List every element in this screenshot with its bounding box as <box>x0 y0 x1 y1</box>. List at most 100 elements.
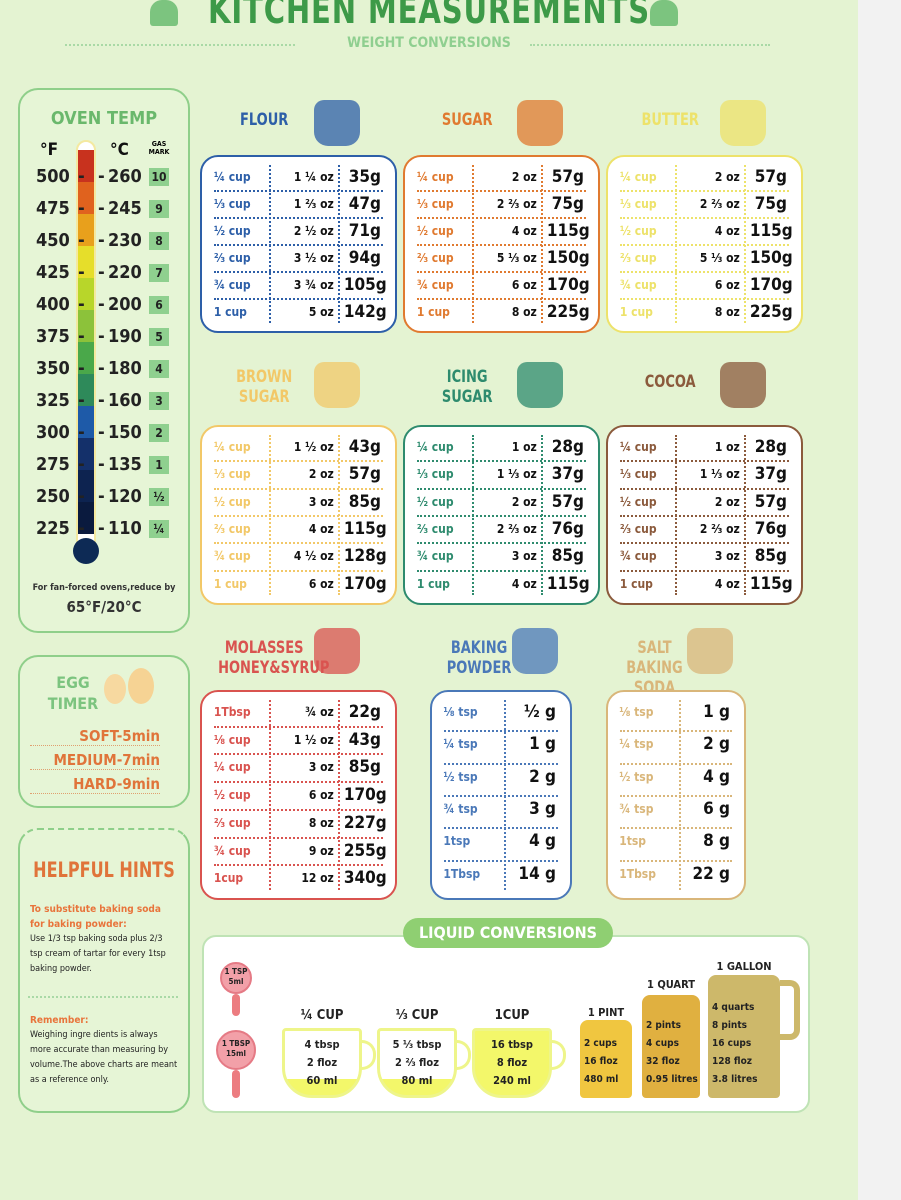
container-value: 128 floz <box>712 1056 752 1067</box>
table-row: ¼ cup 3 oz 85g <box>202 755 395 784</box>
ounces-cell: ¾ oz <box>305 705 334 719</box>
dash: - <box>98 166 105 187</box>
fan-oven-note: For fan-forced ovens,reduce by <box>32 583 176 593</box>
table-row: ¾ tsp 6 g <box>608 797 744 830</box>
row-divider <box>214 542 383 545</box>
spoon-label: 1 TBSP <box>221 1039 251 1048</box>
spoon-label: 1 TSP <box>224 967 248 976</box>
fan-oven-value: 65°F/20°C <box>66 598 142 616</box>
table-row: 1 cup 6 oz 170g <box>202 572 395 599</box>
row-divider <box>620 542 789 545</box>
thermometer-segment <box>78 374 94 406</box>
row-divider <box>620 190 789 192</box>
ounces-cell: 2 ⅔ oz <box>496 522 537 536</box>
row-divider <box>214 864 383 867</box>
cup-value: 80 ml <box>401 1074 433 1087</box>
fahrenheit-value: 425 <box>36 262 70 283</box>
row-divider <box>620 298 789 300</box>
gas-mark-value: 9 <box>149 200 169 218</box>
celsius-value: 110 <box>108 518 142 539</box>
grams-cell: 57g <box>551 167 584 187</box>
grams-cell: 170g <box>343 785 387 806</box>
row-divider <box>444 827 558 830</box>
grams-cell: 6 g <box>703 799 730 819</box>
column-divider <box>337 700 340 890</box>
dash: - <box>78 454 85 475</box>
container-value: 16 floz <box>584 1056 618 1067</box>
conversion-table: ¼ cup 2 oz 57g ⅓ cup 2 ⅔ oz 75g ½ cup 4 oz 115g ⅔… <box>403 155 600 333</box>
row-divider <box>620 271 789 273</box>
cup-value: 240 ml <box>493 1074 531 1087</box>
row-divider <box>214 460 383 463</box>
measure-cell: 1 cup <box>416 305 450 319</box>
table-row: ⅛ tsp ½ g <box>432 700 570 733</box>
grams-cell: 43g <box>348 729 381 750</box>
grams-cell: 2 g <box>703 734 730 755</box>
hint-heading: To substitute baking soda for baking pow… <box>30 904 161 930</box>
row-divider <box>214 808 383 811</box>
row-divider <box>620 244 789 246</box>
table-row: ¾ cup 6 oz 170g <box>405 273 598 300</box>
row-divider <box>214 781 383 784</box>
poster: KITCHEN MEASUREMENTS WEIGHT CONVERSIONS … <box>0 0 858 1200</box>
measure-cell: ½ cup <box>619 494 657 509</box>
conversion-table: ¼ cup 1 oz 28g ⅓ cup 1 ⅓ oz 37g ½ cup 2 oz 57g ⅔ … <box>606 425 803 605</box>
table-row: 1cup 12 oz 340g <box>202 866 395 894</box>
ingredient-icon <box>512 628 559 674</box>
oven-row: 475- -245 9 <box>18 198 190 230</box>
ingredient-icon <box>517 362 564 408</box>
table-row: ⅔ cup 4 oz 115g <box>202 517 395 545</box>
measure-cell: ¾ cup <box>619 278 657 292</box>
ounces-cell: 3 oz <box>714 549 740 564</box>
grams-cell: 3 g <box>529 799 556 819</box>
cup-value: 2 ⅔ floz <box>395 1056 439 1069</box>
gas-mark-value: 10 <box>149 168 169 186</box>
table-row: ¾ cup 3 oz 85g <box>608 544 801 572</box>
fahrenheit-value: 250 <box>36 486 70 507</box>
liquid-title: LIQUID CONVERSIONS <box>403 918 613 948</box>
container-value: 32 floz <box>646 1056 680 1067</box>
grams-cell: 170g <box>343 573 387 594</box>
oven-title: OVEN TEMP <box>50 108 158 129</box>
measure-cell: ⅓ cup <box>619 467 657 482</box>
cup-handle <box>360 1040 376 1070</box>
ounces-cell: 1 oz <box>714 440 740 454</box>
measure-cell: ½ cup <box>213 788 251 803</box>
celsius-header: °C <box>110 140 129 160</box>
ounces-cell: 3 ½ oz <box>293 251 334 265</box>
thermometer-segment <box>78 342 94 374</box>
divider <box>530 44 770 46</box>
container-label: 1 PINT <box>587 1006 625 1019</box>
ingredient-label: BROWN SUGAR <box>236 367 293 407</box>
measure-cell: ½ cup <box>213 224 251 238</box>
row-divider <box>214 244 383 246</box>
row-divider <box>620 514 789 517</box>
grams-cell: 43g <box>348 437 381 457</box>
ounces-cell: 1 ⅔ oz <box>293 197 334 211</box>
dash: - <box>98 198 105 219</box>
measure-cell: ¾ cup <box>213 278 251 292</box>
table-row: ¼ cup 2 oz 57g <box>405 165 598 192</box>
row-divider <box>214 569 383 572</box>
hint-text: Weighing ingre dients is always more acc… <box>30 1030 178 1085</box>
grams-cell: 1 g <box>703 702 730 722</box>
measure-cell: ¼ tsp <box>443 737 478 752</box>
ingredient-label: SUGAR <box>441 110 493 130</box>
dash: - <box>78 230 85 251</box>
quart-carton-icon <box>642 995 700 1098</box>
grams-cell: 57g <box>551 491 584 512</box>
ounces-cell: 2 ⅔ oz <box>699 522 740 536</box>
measure-cell: ¼ tsp <box>619 737 654 752</box>
row-divider <box>214 298 383 300</box>
fahrenheit-value: 325 <box>36 390 70 411</box>
measuring-cup-icon <box>472 1028 552 1098</box>
table-row: ⅔ cup 3 ½ oz 94g <box>202 246 395 273</box>
container-value: 480 ml <box>584 1074 619 1085</box>
celsius-value: 180 <box>108 358 142 379</box>
ingredient-icon <box>517 100 564 146</box>
dash: - <box>78 486 85 507</box>
ounces-cell: 1 ¼ oz <box>293 170 334 184</box>
celsius-value: 190 <box>108 326 142 347</box>
dash: - <box>98 326 105 347</box>
